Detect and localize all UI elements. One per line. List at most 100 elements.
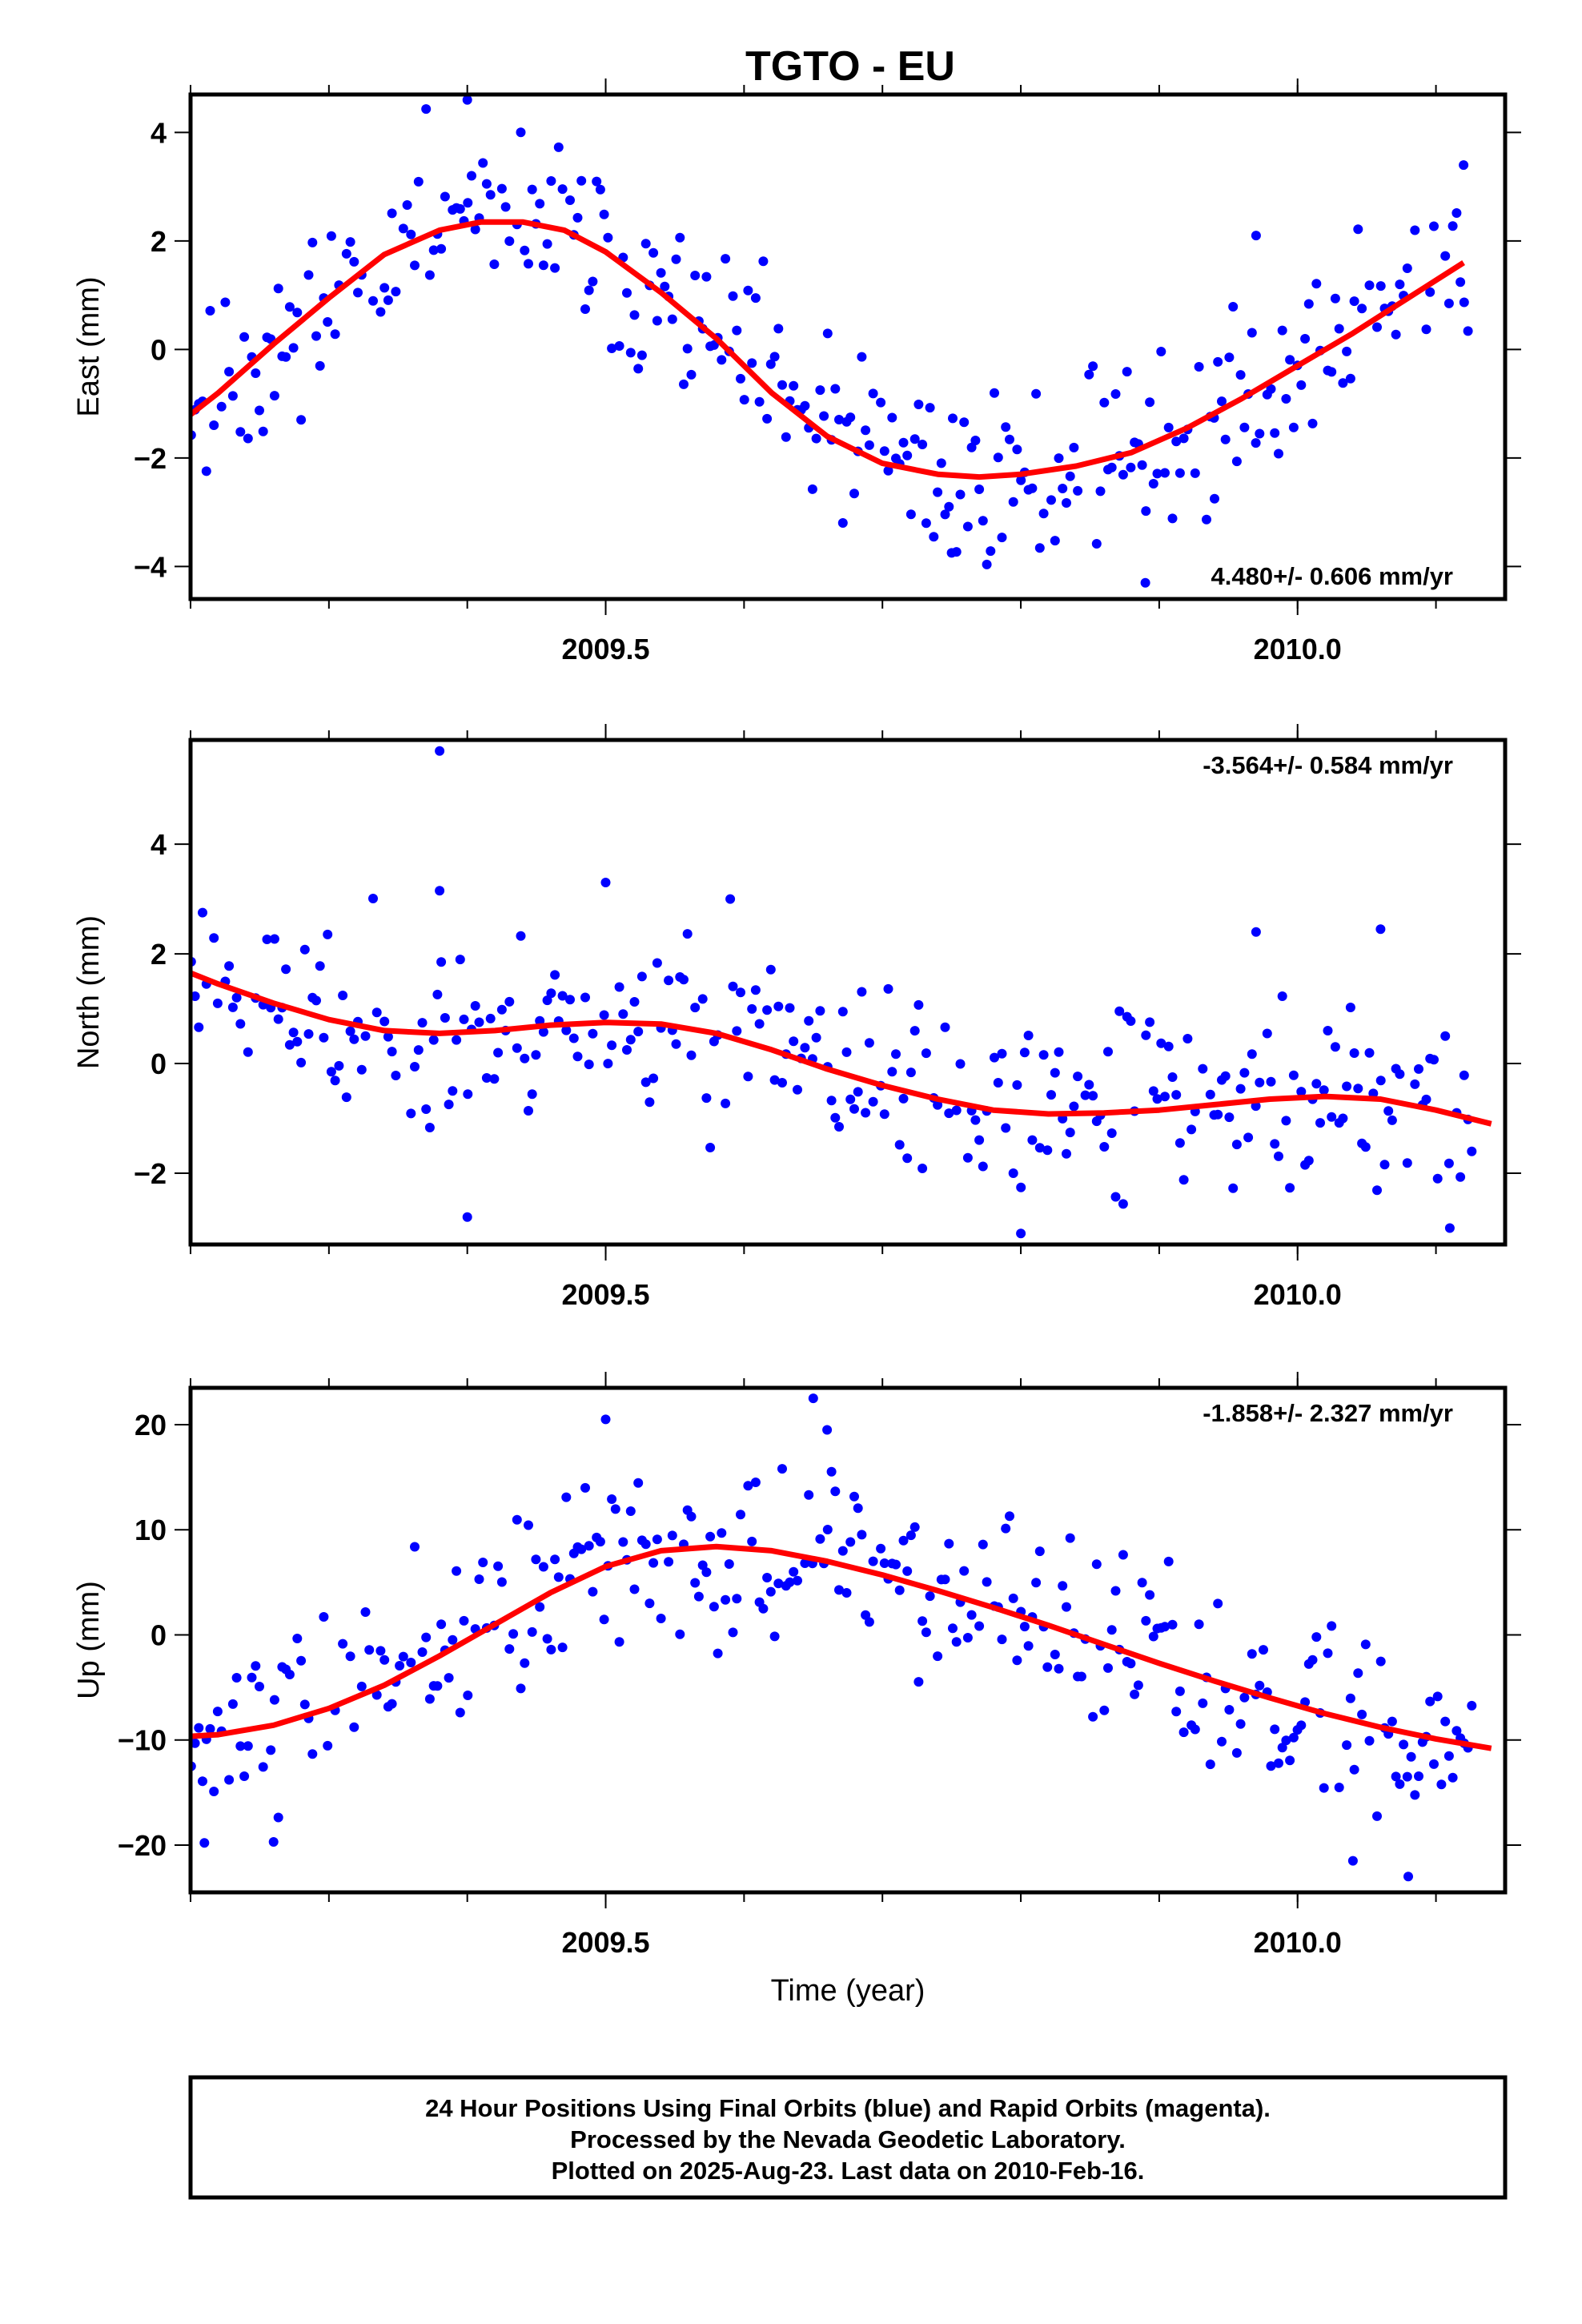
data-point	[868, 388, 878, 399]
data-point	[728, 1627, 738, 1638]
data-point	[675, 1629, 685, 1639]
data-point	[944, 501, 954, 512]
data-point	[629, 997, 640, 1007]
data-point	[1178, 1727, 1189, 1738]
data-point	[191, 991, 200, 1001]
data-point-outlier	[1375, 924, 1386, 935]
data-point	[1198, 1063, 1208, 1074]
data-point	[296, 1057, 307, 1068]
data-point	[1213, 1598, 1223, 1609]
data-point	[1421, 1094, 1431, 1104]
data-point	[383, 295, 393, 305]
data-point	[765, 1586, 776, 1597]
data-point-outlier	[199, 1838, 210, 1848]
data-point	[1217, 396, 1227, 407]
data-point	[1088, 361, 1098, 372]
data-point	[338, 1638, 348, 1649]
data-point	[288, 1027, 299, 1038]
data-point	[837, 1007, 848, 1017]
y-tick-label: 2	[151, 225, 167, 258]
data-point	[406, 1658, 416, 1667]
data-point	[857, 352, 867, 362]
data-point	[284, 1670, 295, 1679]
data-point	[1019, 1622, 1030, 1632]
data-point	[1334, 324, 1344, 334]
data-point	[793, 1084, 802, 1095]
data-point	[974, 1135, 985, 1145]
data-point	[504, 236, 515, 247]
data-point	[1023, 1031, 1034, 1040]
data-point-outlier	[1347, 1856, 1358, 1866]
data-point	[671, 1039, 681, 1049]
data-point	[1456, 277, 1466, 287]
data-point	[1443, 298, 1454, 308]
data-point	[732, 325, 742, 336]
data-point	[1217, 1736, 1227, 1747]
data-point	[1288, 1732, 1299, 1743]
data-point	[576, 1544, 587, 1554]
data-point	[1106, 1128, 1117, 1138]
data-point	[1345, 373, 1355, 384]
data-point	[524, 1106, 533, 1116]
data-point	[1038, 509, 1049, 519]
data-point	[864, 1038, 874, 1048]
data-point	[326, 231, 336, 241]
data-point-outlier	[144, 508, 154, 517]
data-point	[1088, 1711, 1098, 1722]
data-point	[800, 400, 810, 411]
data-point	[1126, 1016, 1136, 1026]
data-point	[1023, 1641, 1034, 1651]
data-point	[1202, 514, 1211, 525]
data-point	[1110, 1192, 1121, 1202]
data-point	[1327, 1112, 1337, 1122]
data-point	[1163, 1041, 1174, 1051]
data-point	[216, 401, 227, 412]
data-point	[341, 248, 351, 259]
data-point	[550, 1554, 560, 1565]
data-point	[1019, 1047, 1030, 1058]
data-point	[793, 1575, 802, 1586]
data-point	[463, 1691, 473, 1700]
data-point	[220, 297, 231, 308]
data-point	[1103, 1047, 1113, 1057]
data-point-outlier	[1444, 1223, 1455, 1233]
data-point	[1349, 1764, 1359, 1775]
data-point	[1259, 1645, 1268, 1655]
data-point	[1281, 1116, 1291, 1126]
data-point	[713, 1648, 723, 1659]
data-point	[546, 1644, 556, 1655]
data-point	[1031, 388, 1042, 399]
data-point	[440, 1013, 450, 1023]
data-point	[1016, 1182, 1026, 1192]
data-point	[864, 440, 874, 450]
data-point	[1152, 468, 1162, 479]
data-point	[894, 1585, 905, 1595]
data-point	[524, 1520, 533, 1530]
data-point	[750, 985, 761, 995]
data-point	[732, 1594, 742, 1604]
data-point	[1353, 1084, 1363, 1094]
data-point	[1425, 1696, 1435, 1707]
data-point	[1330, 1042, 1340, 1052]
data-point	[1463, 326, 1473, 336]
data-point	[224, 961, 235, 971]
data-point	[235, 1019, 246, 1029]
data-point	[1152, 1094, 1162, 1104]
data-point	[391, 287, 401, 297]
data-point	[194, 1022, 204, 1032]
data-point	[966, 442, 977, 452]
data-point	[807, 484, 817, 494]
data-point	[1046, 495, 1056, 505]
data-point	[610, 1504, 620, 1514]
data-point	[1110, 1586, 1121, 1596]
data-point	[667, 1530, 677, 1541]
data-point	[652, 1534, 662, 1545]
data-point	[841, 1047, 852, 1057]
x-tick-label: 2009.5	[561, 1278, 649, 1311]
data-point	[826, 1096, 837, 1106]
x-tick-label: 2009.5	[561, 1926, 649, 1959]
data-point	[303, 1029, 314, 1039]
data-point	[1311, 1632, 1322, 1642]
data-point	[648, 1073, 659, 1084]
data-point	[406, 1108, 416, 1119]
